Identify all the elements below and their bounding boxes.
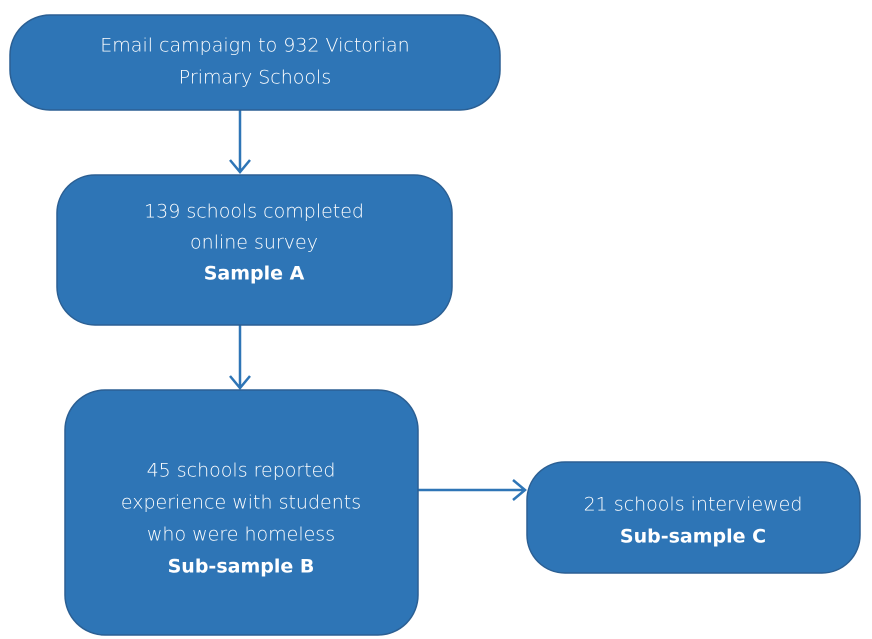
node-text: 45 schools reported	[147, 460, 336, 482]
node-sample: Sample A	[204, 263, 305, 285]
node-text: 139 schools completed	[144, 201, 364, 223]
node: 21 schools interviewed Sub-sample C	[526, 461, 861, 574]
node-box	[9, 14, 501, 111]
node: 139 schools completed online survey Samp…	[56, 174, 453, 326]
node-text: experience with students	[121, 492, 361, 514]
node-text: who were homeless	[147, 524, 335, 546]
node-text: Primary Schools	[179, 67, 331, 89]
node-text: Email campaign to 932 Victorian	[100, 35, 409, 57]
arrow	[229, 110, 251, 174]
node-text: online survey	[190, 232, 318, 254]
node-box	[64, 389, 419, 636]
node: 45 schools reported experience with stud…	[64, 389, 419, 636]
node-text: 21 schools interviewed	[584, 494, 803, 516]
arrow	[229, 325, 251, 390]
arrow	[418, 479, 527, 501]
arrows	[229, 110, 527, 501]
node-box	[56, 174, 453, 326]
node-sample: Sub-sample B	[168, 556, 315, 578]
node-box	[526, 461, 861, 574]
node-sample: Sub-sample C	[620, 526, 766, 548]
node: Email campaign to 932 Victorian Primary …	[9, 14, 501, 111]
